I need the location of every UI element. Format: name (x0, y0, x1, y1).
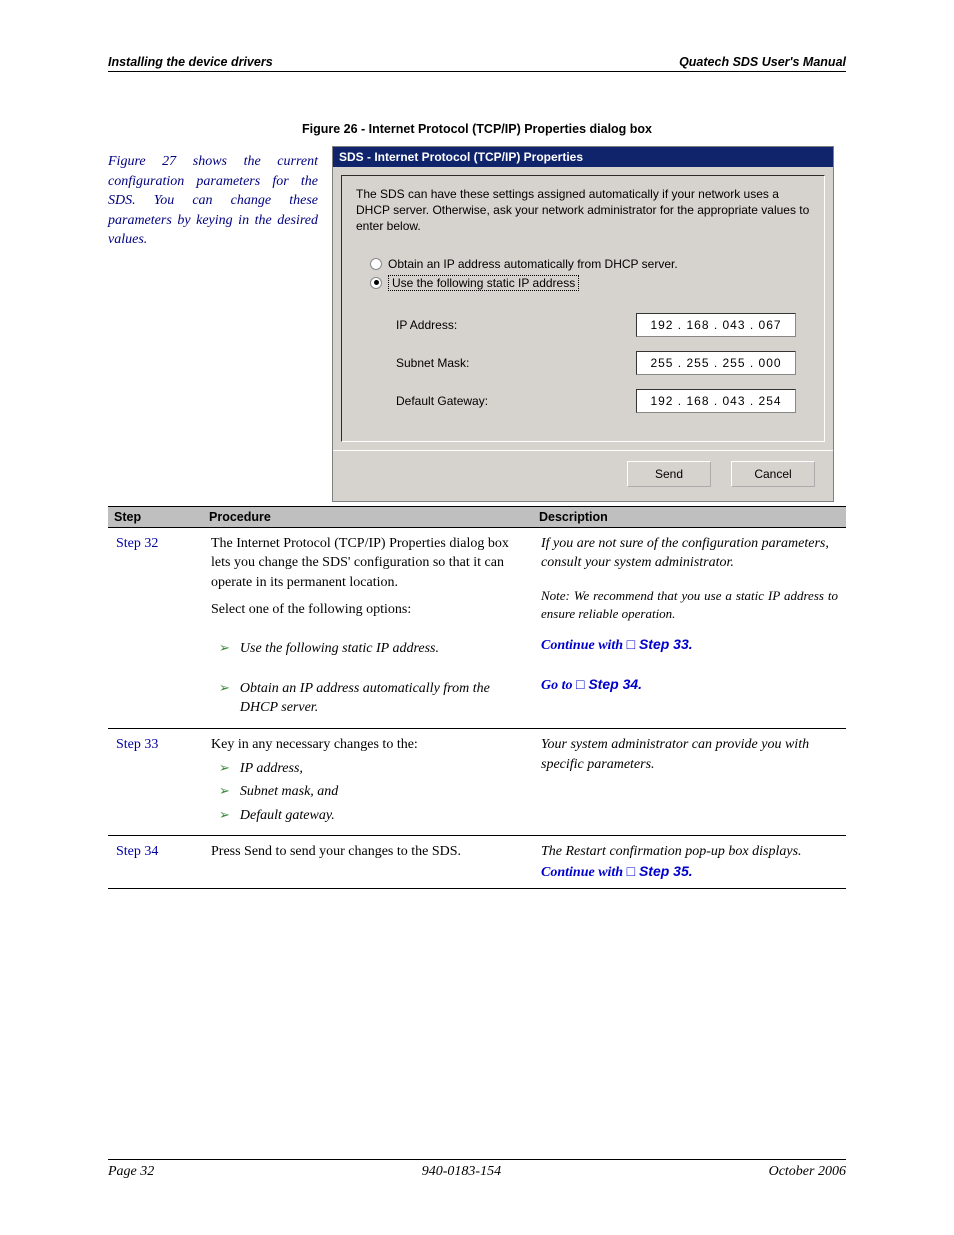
send-button[interactable]: Send (627, 461, 711, 487)
radio-dhcp-label: Obtain an IP address automatically from … (388, 257, 678, 271)
dialog-title: SDS - Internet Protocol (TCP/IP) Propert… (333, 147, 833, 167)
proc-bullet: Default gateway. (240, 806, 335, 826)
proc-bullet: Subnet mask, and (240, 782, 338, 802)
arrow-icon: ➢ (219, 759, 230, 779)
default-gateway-label: Default Gateway: (396, 394, 636, 408)
header-right: Quatech SDS User's Manual (679, 55, 846, 69)
proc-bullet: Use the following static IP address. (240, 639, 439, 659)
arrow-icon: ➢ (219, 639, 230, 659)
proc-text: Key in any necessary changes to the: (211, 735, 525, 755)
cancel-button[interactable]: Cancel (731, 461, 815, 487)
sidebar-note: Figure 27 shows the current configuratio… (108, 146, 318, 250)
table-row: Step 33 Key in any necessary changes to … (108, 728, 846, 835)
arrow-icon: ➢ (219, 806, 230, 826)
step-label: Step 32 (116, 536, 158, 551)
proc-bullet: Obtain an IP address automatically from … (240, 679, 525, 718)
desc-text: If you are not sure of the configuration… (541, 534, 838, 573)
arrow-icon: ➢ (219, 679, 230, 718)
footer-left: Page 32 (108, 1164, 154, 1180)
radio-off-icon (370, 258, 382, 270)
arrow-icon: ➢ (219, 782, 230, 802)
radio-on-icon (370, 277, 382, 289)
content-row: Figure 27 shows the current configuratio… (108, 146, 846, 502)
proc-text: Select one of the following options: (211, 600, 525, 620)
desc-text: The Restart confirmation pop-up box disp… (541, 844, 802, 859)
continue-link[interactable]: Continue with □ Step 33. (541, 638, 693, 653)
page-header: Installing the device drivers Quatech SD… (108, 55, 846, 72)
ip-address-label: IP Address: (396, 318, 636, 332)
proc-text: The Internet Protocol (TCP/IP) Propertie… (211, 534, 525, 593)
continue-link[interactable]: Continue with □ Step 35. (541, 865, 693, 880)
th-procedure: Procedure (203, 506, 533, 527)
tcpip-dialog: SDS - Internet Protocol (TCP/IP) Propert… (332, 146, 834, 502)
dialog-buttons: Send Cancel (333, 450, 833, 501)
table-row: ➢ Use the following static IP address. Co… (108, 629, 846, 669)
step-label: Step 34 (116, 844, 158, 859)
subnet-mask-input[interactable] (636, 351, 796, 375)
footer-right: October 2006 (769, 1164, 846, 1180)
header-left: Installing the device drivers (108, 55, 273, 69)
radio-dhcp[interactable]: Obtain an IP address automatically from … (370, 257, 810, 271)
dialog-intro: The SDS can have these settings assigned… (356, 186, 810, 235)
default-gateway-input[interactable] (636, 389, 796, 413)
radio-static-label: Use the following static IP address (388, 275, 579, 291)
steps-table: Step Procedure Description Step 32 The I… (108, 506, 846, 890)
desc-note: Note: We recommend that you use a static… (541, 587, 838, 623)
page-footer: Page 32 940-0183-154 October 2006 (108, 1159, 846, 1180)
th-step: Step (108, 506, 203, 527)
proc-bullet: IP address, (240, 759, 303, 779)
table-row: ➢ Obtain an IP address automatically from… (108, 669, 846, 729)
goto-link[interactable]: Go to □ Step 34. (541, 678, 642, 693)
subnet-mask-label: Subnet Mask: (396, 356, 636, 370)
desc-text: Your system administrator can provide yo… (541, 735, 838, 774)
footer-center: 940-0183-154 (422, 1164, 501, 1180)
table-row: Step 32 The Internet Protocol (TCP/IP) P… (108, 527, 846, 629)
ip-address-input[interactable] (636, 313, 796, 337)
step-label: Step 33 (116, 737, 158, 752)
proc-text: Press Send to send your changes to the S… (211, 842, 525, 862)
ip-fields: IP Address: Subnet Mask: Default Gateway… (396, 313, 810, 413)
dialog-panel: The SDS can have these settings assigned… (341, 175, 825, 442)
th-description: Description (533, 506, 846, 527)
table-row: Step 34 Press Send to send your changes … (108, 836, 846, 889)
figure-caption: Figure 26 - Internet Protocol (TCP/IP) P… (108, 122, 846, 136)
radio-static[interactable]: Use the following static IP address (370, 275, 810, 291)
